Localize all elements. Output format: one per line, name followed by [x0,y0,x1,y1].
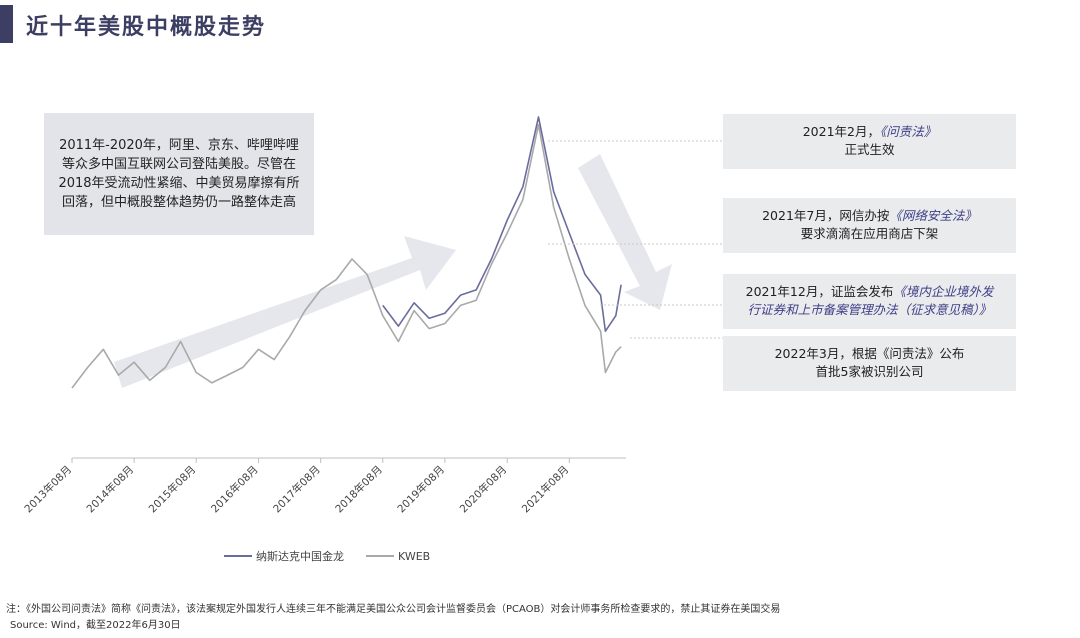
footnote: 注：《外国公司问责法》简称《问责法》，该法案规定外国发行人连续三年不能满足美国公… [6,604,781,615]
legend-item-series2: KWEB [366,550,430,563]
legend-item-series1: 纳斯达克中国金龙 [224,548,344,564]
callout-2021-12: 2021年12月，证监会发布《境内企业境外发 行证券和上市备案管理办法（征求意见… [723,274,1016,329]
x-tick-label: 2019年08月 [395,463,447,515]
x-tick-label: 2014年08月 [84,463,136,515]
x-tick-label: 2020年08月 [457,463,509,515]
chart-legend: 纳斯达克中国金龙 KWEB [224,548,430,564]
left-annotation-text: 2011年-2020年，阿里、京东、哔哩哔哩等众多中国互联网公司登陆美股。尽管在… [58,138,300,210]
x-tick-label: 2018年08月 [333,463,385,515]
callout-2022-03: 2022年3月，根据《问责法》公布 首批5家被识别公司 [723,336,1016,391]
x-tick-label: 2021年08月 [519,463,571,515]
x-tick-label: 2013年08月 [22,463,74,515]
x-tick-label: 2017年08月 [270,463,322,515]
series-line-kweb [71,123,622,389]
uptrend-arrow [114,236,456,388]
callout-law-name: 行证券和上市备案管理办法（征求意见稿）》 [747,302,992,317]
callout-text: 要求滴滴在应用商店下架 [800,226,939,241]
callout-law-name: 《境内企业境外发 [893,284,994,299]
callout-text: 2021年7月，网信办按 [762,208,890,223]
callout-2021-02: 2021年2月，《问责法》 正式生效 [723,114,1016,169]
series-line-nasdaq-golden-dragon [382,116,622,332]
page-title: 近十年美股中概股走势 [26,15,267,40]
callout-law-name: 《网络安全法》 [889,208,977,223]
source-note: Source: Wind，截至2022年6月30日 [10,620,181,631]
x-tick-label: 2016年08月 [208,463,260,515]
x-tick-label: 2015年08月 [146,463,198,515]
legend-swatch [224,555,252,557]
callout-text: 2021年12月，证监会发布 [745,284,894,299]
callout-text: 正式生效 [844,142,895,157]
callout-text: 2021年2月， [802,124,880,139]
left-annotation-box: 2011年-2020年，阿里、京东、哔哩哔哩等众多中国互联网公司登陆美股。尽管在… [44,113,314,235]
legend-label: KWEB [398,549,431,563]
callout-2021-07: 2021年7月，网信办按《网络安全法》 要求滴滴在应用商店下架 [723,198,1016,253]
legend-swatch [366,555,394,557]
title-accent-bar [0,5,13,43]
callout-text: 首批5家被识别公司 [815,364,924,379]
callout-law-name: 《问责法》 [880,124,937,139]
downtrend-arrow [578,154,672,310]
callout-text: 2022年3月，根据《问责法》公布 [774,346,965,361]
legend-label: 纳斯达克中国金龙 [256,550,344,563]
